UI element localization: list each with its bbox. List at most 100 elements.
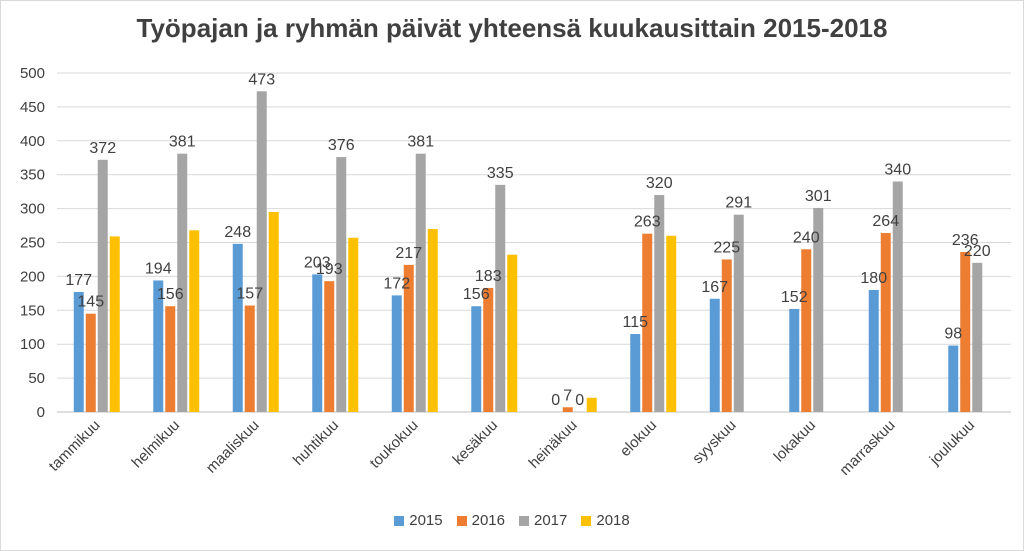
bar-2018-huhtikuu	[348, 237, 359, 412]
data-label-2016-huhtikuu: 193	[316, 261, 343, 278]
bar-2018-toukokuu	[427, 228, 438, 412]
x-tick-label-lokakuu: lokakuu	[770, 417, 819, 466]
legend-label: 2016	[471, 512, 505, 529]
data-label-2015-joulukuu: 98	[944, 326, 962, 343]
data-label-2017-lokakuu: 301	[805, 188, 832, 205]
bar-2017-kesäkuu	[495, 184, 506, 412]
bar-2015-toukokuu	[391, 295, 402, 412]
y-tick-label: 250	[20, 235, 45, 252]
bar-2016-lokakuu	[801, 249, 812, 412]
legend-swatch	[394, 515, 405, 526]
y-tick-label: 500	[20, 65, 45, 82]
bar-2015-kesäkuu	[471, 306, 482, 412]
bar-2016-toukokuu	[403, 264, 414, 412]
bar-2017-lokakuu	[813, 207, 824, 412]
bar-2017-tammikuu	[97, 159, 108, 412]
bar-2018-kesäkuu	[507, 254, 518, 412]
bar-2017-joulukuu	[972, 262, 983, 412]
bar-2015-maaliskuu	[232, 243, 243, 412]
bar-2016-marraskuu	[880, 233, 891, 412]
bar-2015-tammikuu	[73, 291, 84, 412]
data-label-2016-joulukuu: 236	[952, 232, 979, 249]
data-label-2016-lokakuu: 240	[793, 229, 820, 246]
x-tick-label-syyskuu: syyskuu	[689, 417, 739, 467]
data-label-2015-maaliskuu: 248	[224, 224, 251, 241]
x-tick-label-kesäkuu: kesäkuu	[450, 417, 502, 469]
data-label-2017-joulukuu: 220	[964, 243, 991, 260]
bar-2016-heinäkuu	[562, 407, 573, 412]
data-label-2016-heinäkuu: 7	[563, 387, 572, 404]
bar-2016-maaliskuu	[244, 305, 255, 412]
legend-swatch	[519, 515, 529, 526]
y-tick-label: 0	[37, 404, 45, 421]
bar-2016-syyskuu	[721, 259, 732, 412]
x-tick-label-maaliskuu: maaliskuu	[203, 417, 263, 477]
bar-2015-huhtikuu	[312, 274, 323, 412]
data-label-2016-tammikuu: 145	[77, 294, 104, 311]
y-tick-label: 450	[20, 99, 45, 116]
data-label-2017-huhtikuu: 376	[328, 137, 355, 154]
x-tick-label-marraskuu: marraskuu	[836, 417, 898, 479]
chart-title: Työpajan ja ryhmän päivät yhteensä kuuka…	[136, 13, 888, 43]
data-label-2016-helmikuu: 156	[157, 286, 184, 303]
bar-2015-elokuu	[630, 334, 641, 412]
data-label-2016-maaliskuu: 157	[236, 286, 263, 303]
legend-label: 2017	[534, 512, 568, 529]
y-tick-label: 50	[28, 370, 45, 387]
bar-2016-tammikuu	[85, 313, 96, 412]
legend-swatch	[456, 515, 467, 526]
legend: 2015 2016 2017 2018	[1, 512, 1023, 529]
bar-2017-huhtikuu	[336, 157, 347, 412]
bar-2015-lokakuu	[789, 308, 800, 412]
data-label-2016-toukokuu: 217	[395, 245, 422, 262]
data-label-2017-heinäkuu: 0	[575, 392, 584, 409]
data-label-2015-kesäkuu: 156	[463, 286, 490, 303]
x-tick-label-helmikuu: helmikuu	[129, 417, 183, 471]
bar-2015-syyskuu	[709, 298, 720, 412]
legend-item-2017: 2017	[519, 512, 567, 529]
bar-2015-marraskuu	[868, 289, 879, 412]
data-label-2017-elokuu: 320	[646, 175, 673, 192]
y-tick-label: 400	[20, 133, 45, 150]
data-label-2016-elokuu: 263	[634, 214, 661, 231]
y-tick-label: 300	[20, 201, 45, 218]
data-label-2017-kesäkuu: 335	[487, 165, 514, 182]
y-tick-label: 350	[20, 167, 45, 184]
x-tick-label-huhtikuu: huhtikuu	[290, 417, 342, 469]
data-label-2015-syyskuu: 167	[701, 279, 728, 296]
y-tick-label: 100	[20, 336, 45, 353]
bar-2018-elokuu	[666, 235, 677, 412]
legend-label: 2015	[409, 512, 443, 529]
data-label-2015-elokuu: 115	[622, 314, 648, 331]
data-label-2016-marraskuu: 264	[872, 213, 899, 230]
data-label-2017-toukokuu: 381	[407, 134, 434, 151]
bar-2017-marraskuu	[892, 181, 903, 412]
legend-label: 2018	[596, 512, 630, 529]
bar-2016-elokuu	[642, 233, 653, 412]
legend-item-2015: 2015	[394, 512, 443, 529]
bar-2015-helmikuu	[153, 280, 164, 412]
bar-2016-kesäkuu	[483, 287, 494, 412]
data-label-2017-helmikuu: 381	[169, 134, 196, 151]
data-label-2017-marraskuu: 340	[884, 161, 911, 178]
x-tick-label-elokuu: elokuu	[617, 417, 660, 460]
y-tick-label: 200	[20, 268, 45, 285]
data-label-2015-toukokuu: 172	[383, 275, 410, 292]
data-label-2017-tammikuu: 372	[89, 140, 116, 157]
bar-2018-tammikuu	[109, 236, 120, 412]
bar-2017-toukokuu	[415, 153, 426, 412]
x-tick-label-heinäkuu: heinäkuu	[526, 417, 581, 472]
legend-item-2016: 2016	[456, 512, 505, 529]
legend-item-2018: 2018	[581, 512, 630, 529]
data-label-2015-marraskuu: 180	[860, 270, 887, 287]
data-label-2015-heinäkuu: 0	[551, 392, 560, 409]
x-tick-label-toukokuu: toukokuu	[367, 417, 422, 472]
data-label-2015-huhtikuu: 203	[304, 254, 331, 271]
data-label-2015-tammikuu: 177	[65, 272, 92, 289]
data-label-2017-maaliskuu: 473	[248, 71, 275, 88]
bar-2017-helmikuu	[177, 153, 188, 412]
data-label-2015-lokakuu: 152	[781, 289, 808, 306]
bar-2015-joulukuu	[948, 345, 959, 412]
